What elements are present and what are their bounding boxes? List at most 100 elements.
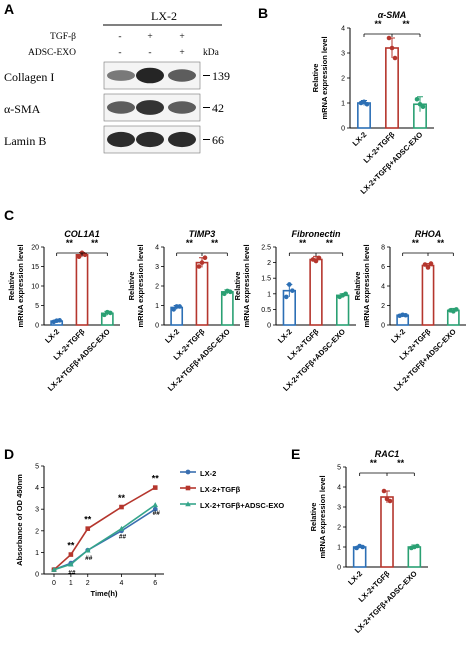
- bar-chart-rac1: RAC1 0 1 2 3 4 5 RelativemRNA expression level L…: [309, 449, 428, 635]
- y-tick-label: 4: [35, 485, 39, 492]
- sig-label: **: [211, 238, 219, 248]
- bar-chart-col1a1: COL1A1 0 5 10 15 20 RelativemRNA expression le…: [7, 229, 120, 393]
- data-point: [171, 307, 176, 312]
- y-axis-label: RelativemRNA expression level: [127, 244, 145, 327]
- y-tick-label: 0: [35, 323, 39, 330]
- cell-line-header: LX-2: [151, 9, 177, 23]
- data-point: [199, 260, 205, 265]
- category-label: LX-2: [276, 327, 294, 345]
- y-tick-label: 20: [31, 245, 39, 252]
- bar: [335, 294, 350, 326]
- data-point: [102, 312, 107, 318]
- data-point: [364, 101, 370, 107]
- sig-label: **: [186, 238, 194, 248]
- x-axis-label: Time(h): [91, 589, 118, 598]
- data-point: [428, 261, 434, 266]
- data-point: [414, 96, 420, 102]
- y-axis-label: RelativemRNA expression level: [233, 244, 251, 327]
- y-tick-label: 0: [381, 323, 385, 330]
- y-tick-label: 2: [155, 284, 159, 291]
- category-label: LX-2: [351, 130, 369, 148]
- kda-unit-label: kDa: [203, 48, 220, 58]
- data-point: [202, 255, 208, 261]
- y-tick-label: 0: [337, 565, 341, 572]
- data-point: [76, 254, 82, 260]
- sig-annotation: **: [152, 474, 160, 484]
- y-tick-label: 8: [381, 245, 385, 252]
- x-tick-label: 1: [69, 580, 73, 587]
- panel-label-e: E: [291, 446, 300, 462]
- y-tick-label: 2: [381, 303, 385, 310]
- data-point: [287, 282, 292, 287]
- series-line: [53, 486, 156, 571]
- band-label: Collagen I: [4, 70, 54, 84]
- data-point: [316, 255, 322, 261]
- data-point: [177, 304, 182, 309]
- series-marker: [118, 525, 125, 531]
- sig-label: **: [370, 458, 378, 468]
- data-point: [454, 307, 459, 312]
- y-tick-label: 1: [35, 550, 39, 557]
- treatment-row-2-label: ADSC-EXO: [28, 48, 76, 58]
- y-tick-label: 3: [35, 507, 39, 514]
- y-axis-label: RelativemRNA expression level: [311, 36, 329, 119]
- sig-label: **: [412, 238, 420, 248]
- y-tick-label: 15: [31, 264, 39, 271]
- bar: [357, 102, 371, 129]
- data-point: [222, 291, 227, 297]
- chart-title: TIMP3: [189, 229, 216, 239]
- data-point: [422, 262, 428, 267]
- y-tick-label: 2.5: [261, 245, 271, 252]
- data-point: [196, 264, 202, 269]
- y-tick-label: 3: [155, 264, 159, 271]
- y-tick-label: 2: [267, 260, 271, 267]
- data-point: [228, 289, 233, 295]
- y-tick-label: 1: [337, 545, 341, 552]
- data-point: [360, 544, 365, 550]
- bar-chart-rhoa: RHOA 0 2 4 6 8 RelativemRNA expression level LX…: [353, 229, 466, 393]
- y-tick-label: 1: [155, 303, 159, 310]
- sig-annotation: **: [84, 515, 92, 525]
- protein-band: [136, 67, 164, 84]
- series-marker: [119, 504, 124, 510]
- x-tick-label: 4: [120, 580, 124, 587]
- y-axis-label: RelativemRNA expression level: [309, 475, 327, 558]
- y-tick-label: 2: [337, 525, 341, 532]
- y-tick-label: 0: [341, 126, 345, 133]
- chart-title: RHOA: [415, 229, 442, 239]
- series-marker: [152, 506, 158, 512]
- sig-annotation: ##: [119, 534, 127, 541]
- sig-annotation: **: [118, 493, 126, 503]
- western-blot-panel: LX-2 TGF-β - + + ADSC-EXO - - + kDa Coll…: [4, 9, 230, 154]
- category-label: LX-2: [43, 327, 61, 345]
- x-tick-label: 6: [153, 580, 157, 587]
- y-tick-label: 4: [337, 485, 341, 492]
- bar-chart-α-sma: α-SMA 0 1 2 3 4 RelativemRNA expression level L…: [311, 10, 434, 196]
- sig-annotation: **: [67, 541, 75, 551]
- legend-marker: [185, 501, 191, 507]
- panel-label-a: A: [4, 1, 14, 17]
- series-marker: [68, 552, 74, 557]
- data-point: [108, 310, 113, 316]
- growth-curve-chart: 0 1 2 3 4 5 0 1 2 4 6 Time(h) Absorbance of OD 450nm…: [15, 464, 164, 598]
- bar: [75, 254, 89, 326]
- sig-label: **: [299, 238, 307, 248]
- protein-band: [136, 131, 164, 148]
- protein-band: [168, 131, 196, 148]
- y-tick-label: 2: [341, 76, 345, 83]
- y-tick-label: 0: [267, 323, 271, 330]
- treatment-row-1-mark-3: +: [179, 32, 184, 42]
- y-tick-label: 10: [31, 284, 39, 291]
- series-marker: [85, 526, 91, 531]
- category-label: LX-2: [163, 327, 181, 345]
- sig-label: **: [91, 238, 99, 248]
- legend-label-exo: LX-2+TGFβ+ADSC-EXO: [200, 501, 284, 510]
- category-label: LX-2: [389, 327, 407, 345]
- legend-marker: [185, 485, 191, 491]
- data-point: [415, 543, 420, 549]
- series-marker: [68, 561, 74, 567]
- kda-value: 139: [212, 69, 230, 83]
- y-tick-label: 5: [35, 303, 39, 310]
- data-point: [57, 318, 62, 323]
- legend-label-lx2: LX-2: [200, 469, 216, 478]
